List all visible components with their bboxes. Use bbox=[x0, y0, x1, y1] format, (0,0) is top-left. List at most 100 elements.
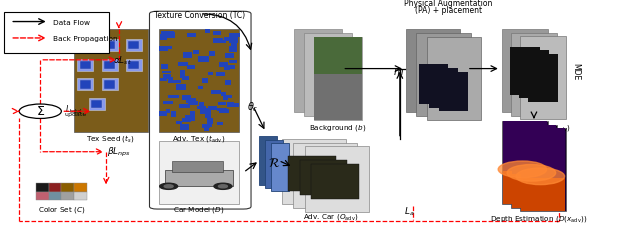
FancyBboxPatch shape bbox=[229, 34, 239, 38]
FancyBboxPatch shape bbox=[80, 61, 91, 70]
Text: $\alpha L_{st}$: $\alpha L_{st}$ bbox=[113, 54, 131, 67]
FancyBboxPatch shape bbox=[511, 174, 556, 208]
FancyBboxPatch shape bbox=[180, 125, 189, 129]
FancyBboxPatch shape bbox=[429, 69, 458, 108]
FancyBboxPatch shape bbox=[164, 33, 175, 38]
FancyBboxPatch shape bbox=[207, 119, 212, 124]
FancyBboxPatch shape bbox=[176, 85, 186, 90]
Circle shape bbox=[160, 183, 177, 190]
FancyBboxPatch shape bbox=[197, 107, 206, 110]
FancyBboxPatch shape bbox=[102, 60, 118, 71]
FancyBboxPatch shape bbox=[225, 54, 234, 59]
FancyBboxPatch shape bbox=[294, 30, 342, 113]
FancyBboxPatch shape bbox=[205, 30, 211, 34]
FancyBboxPatch shape bbox=[406, 30, 461, 113]
FancyBboxPatch shape bbox=[305, 147, 369, 212]
FancyBboxPatch shape bbox=[49, 192, 61, 200]
FancyBboxPatch shape bbox=[202, 79, 208, 84]
Text: Background $(b)$: Background $(b)$ bbox=[309, 122, 366, 132]
FancyBboxPatch shape bbox=[104, 61, 115, 70]
FancyBboxPatch shape bbox=[77, 40, 93, 52]
FancyBboxPatch shape bbox=[182, 77, 189, 80]
FancyBboxPatch shape bbox=[36, 192, 49, 200]
Text: Texture Conversion (TC): Texture Conversion (TC) bbox=[154, 11, 246, 20]
FancyBboxPatch shape bbox=[166, 46, 172, 50]
FancyBboxPatch shape bbox=[184, 116, 195, 121]
FancyBboxPatch shape bbox=[126, 40, 142, 52]
FancyBboxPatch shape bbox=[502, 171, 547, 204]
FancyBboxPatch shape bbox=[417, 34, 470, 117]
FancyBboxPatch shape bbox=[520, 178, 565, 211]
FancyBboxPatch shape bbox=[129, 61, 140, 70]
Circle shape bbox=[214, 183, 232, 190]
Text: $L_a$: $L_a$ bbox=[403, 204, 414, 217]
Text: (PA) + placement: (PA) + placement bbox=[415, 6, 483, 15]
FancyBboxPatch shape bbox=[187, 34, 196, 38]
FancyBboxPatch shape bbox=[205, 115, 211, 119]
FancyBboxPatch shape bbox=[271, 143, 289, 191]
FancyBboxPatch shape bbox=[102, 40, 118, 52]
FancyBboxPatch shape bbox=[198, 57, 205, 63]
FancyBboxPatch shape bbox=[150, 12, 251, 209]
FancyBboxPatch shape bbox=[162, 71, 171, 74]
Text: $\mathcal{R}$: $\mathcal{R}$ bbox=[268, 156, 280, 169]
FancyBboxPatch shape bbox=[200, 109, 211, 114]
FancyBboxPatch shape bbox=[77, 79, 93, 91]
FancyBboxPatch shape bbox=[159, 47, 168, 52]
FancyBboxPatch shape bbox=[511, 125, 556, 175]
FancyBboxPatch shape bbox=[166, 109, 170, 113]
FancyBboxPatch shape bbox=[509, 47, 540, 95]
FancyBboxPatch shape bbox=[223, 68, 230, 71]
Text: Adv. Scene $(x_{\rm adv})$: Adv. Scene $(x_{\rm adv})$ bbox=[506, 122, 570, 132]
FancyBboxPatch shape bbox=[204, 127, 209, 131]
FancyBboxPatch shape bbox=[304, 34, 352, 117]
Circle shape bbox=[507, 165, 556, 181]
FancyBboxPatch shape bbox=[229, 38, 237, 44]
Text: Adv. Tex $(t_{\rm adv})$: Adv. Tex $(t_{\rm adv})$ bbox=[172, 132, 225, 143]
FancyBboxPatch shape bbox=[219, 63, 228, 68]
FancyBboxPatch shape bbox=[74, 183, 87, 192]
FancyBboxPatch shape bbox=[225, 81, 230, 86]
FancyBboxPatch shape bbox=[518, 51, 549, 99]
FancyBboxPatch shape bbox=[166, 171, 232, 186]
FancyBboxPatch shape bbox=[61, 183, 74, 192]
Text: $\Sigma$: $\Sigma$ bbox=[36, 105, 45, 118]
FancyBboxPatch shape bbox=[104, 42, 115, 50]
FancyBboxPatch shape bbox=[77, 60, 93, 71]
FancyBboxPatch shape bbox=[129, 42, 140, 50]
FancyBboxPatch shape bbox=[218, 103, 226, 106]
FancyBboxPatch shape bbox=[188, 102, 198, 106]
FancyBboxPatch shape bbox=[89, 99, 105, 111]
FancyBboxPatch shape bbox=[224, 38, 232, 42]
FancyBboxPatch shape bbox=[229, 60, 237, 63]
FancyBboxPatch shape bbox=[211, 91, 221, 94]
FancyBboxPatch shape bbox=[186, 65, 195, 70]
FancyBboxPatch shape bbox=[216, 73, 225, 77]
FancyBboxPatch shape bbox=[511, 34, 557, 116]
Text: $\theta_c$: $\theta_c$ bbox=[247, 99, 259, 113]
FancyBboxPatch shape bbox=[179, 104, 189, 108]
FancyBboxPatch shape bbox=[226, 66, 236, 70]
FancyBboxPatch shape bbox=[198, 87, 203, 90]
Text: Depth Estimation $(D(x_{\rm adv}))$: Depth Estimation $(D(x_{\rm adv}))$ bbox=[490, 213, 587, 224]
FancyBboxPatch shape bbox=[502, 30, 548, 113]
FancyBboxPatch shape bbox=[164, 31, 174, 35]
FancyBboxPatch shape bbox=[314, 75, 362, 121]
FancyBboxPatch shape bbox=[172, 162, 223, 172]
FancyBboxPatch shape bbox=[168, 95, 179, 99]
FancyBboxPatch shape bbox=[176, 122, 182, 125]
FancyBboxPatch shape bbox=[225, 96, 232, 99]
FancyBboxPatch shape bbox=[180, 127, 189, 130]
Text: Tex Seed $(t_s)$: Tex Seed $(t_s)$ bbox=[86, 132, 135, 143]
FancyBboxPatch shape bbox=[223, 97, 228, 101]
FancyBboxPatch shape bbox=[314, 38, 362, 121]
FancyBboxPatch shape bbox=[92, 101, 102, 109]
FancyBboxPatch shape bbox=[182, 119, 191, 123]
FancyBboxPatch shape bbox=[74, 30, 148, 132]
Text: Data Flow: Data Flow bbox=[53, 19, 90, 25]
FancyBboxPatch shape bbox=[259, 137, 277, 185]
FancyBboxPatch shape bbox=[159, 141, 239, 204]
FancyBboxPatch shape bbox=[168, 78, 173, 83]
FancyBboxPatch shape bbox=[231, 44, 237, 48]
FancyBboxPatch shape bbox=[159, 79, 167, 82]
